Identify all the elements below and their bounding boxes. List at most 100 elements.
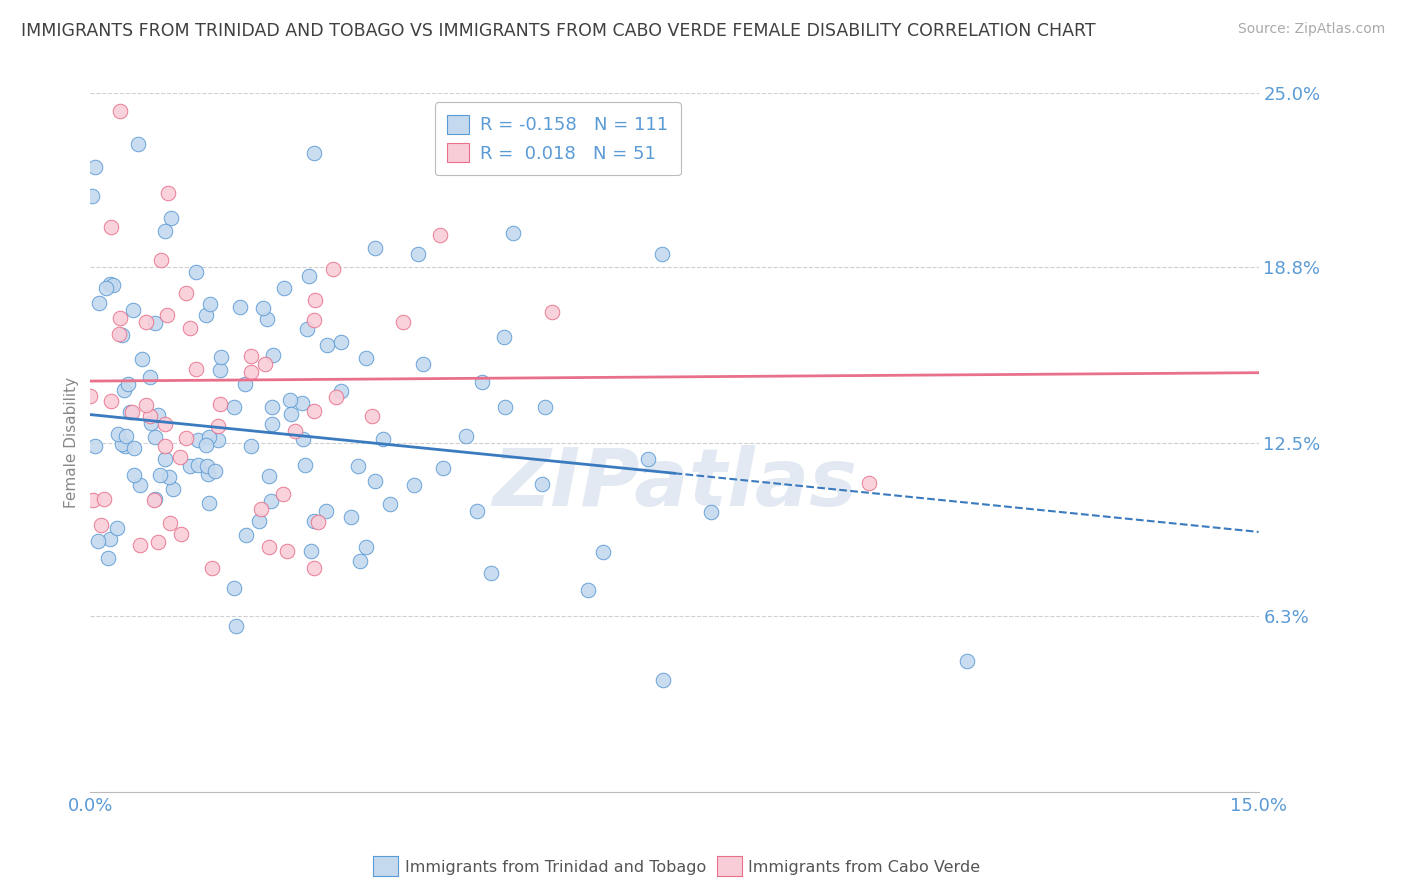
Point: [222, 400, 245, 414]
Point: [179, 320, 201, 334]
Point: [114, 439, 136, 453]
Point: [207, 418, 229, 433]
Point: [139, 409, 162, 423]
Point: [240, 365, 263, 379]
Point: [197, 467, 219, 481]
Point: [87, 533, 110, 548]
Point: [143, 492, 166, 507]
Text: ZIPatlas: ZIPatlas: [492, 445, 856, 524]
Point: [361, 409, 384, 423]
Point: [276, 543, 298, 558]
Point: [160, 211, 183, 225]
Point: [294, 458, 316, 472]
Point: [150, 253, 173, 268]
Point: [174, 286, 197, 301]
Legend: R = -0.158   N = 111, R =  0.018   N = 51: R = -0.158 N = 111, R = 0.018 N = 51: [434, 103, 681, 176]
Point: [302, 145, 325, 160]
Point: [209, 350, 232, 364]
Point: [292, 433, 315, 447]
Point: [145, 430, 167, 444]
Point: [82, 492, 104, 507]
Point: [260, 417, 283, 432]
Text: IMMIGRANTS FROM TRINIDAD AND TOBAGO VS IMMIGRANTS FROM CABO VERDE FEMALE DISABIL: IMMIGRANTS FROM TRINIDAD AND TOBAGO VS I…: [21, 22, 1095, 40]
Point: [858, 475, 880, 490]
Point: [124, 467, 146, 482]
Point: [534, 400, 557, 414]
Point: [135, 398, 157, 412]
Point: [111, 327, 134, 342]
Point: [465, 504, 488, 518]
Point: [195, 308, 218, 322]
Point: [304, 293, 326, 308]
Point: [322, 261, 344, 276]
Point: [174, 431, 197, 445]
Point: [228, 300, 250, 314]
Point: [112, 383, 135, 397]
Point: [259, 493, 281, 508]
Point: [146, 408, 169, 422]
Y-axis label: Female Disability: Female Disability: [65, 377, 79, 508]
Point: [299, 544, 322, 558]
Point: [325, 391, 347, 405]
Point: [298, 268, 321, 283]
Point: [271, 487, 294, 501]
Point: [349, 554, 371, 568]
Point: [541, 305, 564, 319]
Point: [98, 533, 121, 547]
Point: [100, 220, 122, 235]
Point: [315, 503, 337, 517]
Point: [592, 545, 614, 559]
Point: [153, 452, 176, 467]
Point: [162, 482, 184, 496]
Point: [471, 375, 494, 389]
Point: [651, 246, 673, 260]
Point: [225, 619, 247, 633]
Point: [149, 467, 172, 482]
Point: [392, 315, 415, 329]
Point: [170, 526, 193, 541]
Point: [117, 376, 139, 391]
Point: [530, 476, 553, 491]
Point: [406, 247, 429, 261]
Point: [107, 426, 129, 441]
Point: [105, 521, 128, 535]
Point: [240, 350, 263, 364]
Point: [340, 510, 363, 524]
Point: [347, 458, 370, 473]
Point: [207, 433, 229, 447]
Point: [273, 280, 295, 294]
Point: [89, 296, 111, 310]
Point: [159, 516, 181, 530]
Point: [122, 441, 145, 455]
Point: [201, 561, 224, 575]
Point: [108, 103, 131, 118]
Point: [153, 417, 176, 431]
Text: Immigrants from Trinidad and Tobago: Immigrants from Trinidad and Tobago: [405, 861, 706, 875]
Point: [197, 458, 219, 473]
Point: [143, 316, 166, 330]
Point: [224, 582, 246, 596]
Point: [354, 540, 377, 554]
Point: [252, 301, 274, 315]
Point: [502, 226, 524, 240]
Point: [156, 186, 179, 200]
Point: [80, 188, 103, 202]
Point: [956, 654, 979, 668]
Point: [304, 313, 326, 327]
Point: [308, 515, 330, 529]
Point: [253, 357, 276, 371]
Point: [304, 561, 326, 575]
Point: [259, 540, 281, 554]
Point: [94, 281, 117, 295]
Point: [93, 492, 115, 507]
Point: [139, 370, 162, 384]
Point: [111, 436, 134, 450]
Point: [412, 357, 434, 371]
Point: [356, 351, 378, 365]
Point: [128, 538, 150, 552]
Point: [330, 334, 353, 349]
Point: [494, 329, 516, 343]
Point: [118, 405, 141, 419]
Point: [235, 528, 257, 542]
Point: [479, 566, 502, 580]
